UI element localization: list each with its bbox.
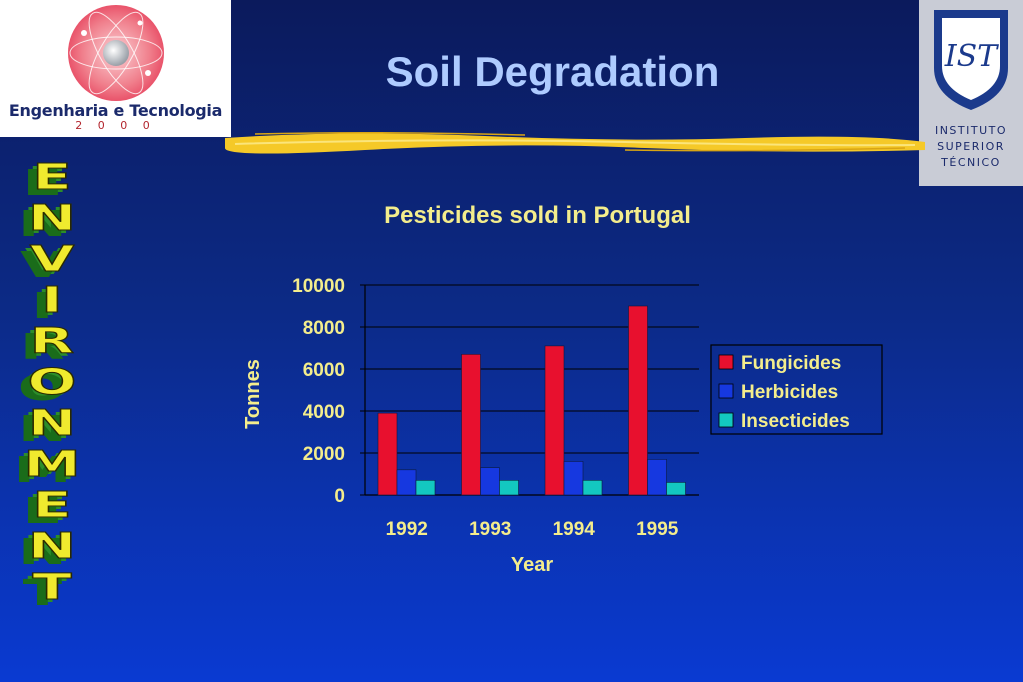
x-tick-label-1993: 1993: [469, 519, 511, 540]
bar-fungicides-1992: [377, 412, 398, 496]
legend-swatch-insecticides: [718, 412, 734, 428]
bar-herbicides-1994: [563, 461, 584, 496]
ist-line-3: TÉCNICO: [941, 156, 1001, 169]
side-letter-0: E: [32, 157, 73, 198]
ist-line-2: SUPERIOR: [937, 140, 1005, 153]
engenharia-tecnologia-logo: Engenharia e Tecnologia 2 0 0 0: [0, 0, 231, 137]
side-letter-10: T: [32, 567, 73, 608]
logo-left-text: Engenharia e Tecnologia: [8, 101, 223, 120]
y-tick-label-0: 0: [334, 486, 345, 507]
side-letter-5: O: [27, 362, 78, 403]
y-axis-label: Tonnes: [242, 359, 264, 429]
ist-shield-icon: IST: [934, 10, 1008, 110]
bar-insecticides-1992: [415, 480, 436, 496]
bar-insecticides-1995: [666, 482, 686, 496]
legend-swatch-fungicides: [718, 354, 734, 370]
side-letter-3: I: [40, 280, 63, 321]
x-tick-label-1994: 1994: [553, 519, 596, 540]
y-tick-label-8000: 8000: [303, 318, 345, 339]
legend-label-herbicides: Herbicides: [741, 382, 838, 403]
ist-logo: IST INSTITUTO SUPERIOR TÉCNICO: [919, 0, 1023, 186]
slide-title: Soil Degradation: [385, 48, 720, 95]
side-letter-2: V: [29, 239, 75, 280]
yellow-brush-divider: [225, 131, 925, 154]
side-letter-4: R: [29, 321, 75, 362]
y-tick-label-6000: 6000: [303, 360, 345, 381]
bar-herbicides-1995: [647, 459, 667, 496]
logo-left-year: 2 0 0 0: [75, 119, 156, 132]
legend-box: [710, 344, 883, 435]
bar-herbicides-1993: [480, 467, 500, 496]
atom-orb-icon: [68, 5, 164, 101]
pesticides-bar-chart: 0 2000 4000 6000 8000 10000 1992 1993 1994 1995 Ye…: [242, 276, 883, 576]
side-letter-9: N: [27, 526, 77, 567]
x-tick-label-1995: 1995: [636, 519, 679, 540]
x-tick-label-1992: 1992: [386, 519, 428, 540]
side-letter-8: E: [32, 485, 73, 526]
bar-insecticides-1993: [499, 480, 519, 496]
ist-line-1: INSTITUTO: [934, 124, 1008, 137]
side-letter-6: N: [27, 403, 77, 444]
ist-mark: IST: [944, 39, 999, 74]
y-tick-label-4000: 4000: [303, 402, 345, 423]
bar-fungicides-1995: [628, 305, 648, 496]
bar-fungicides-1994: [544, 345, 565, 496]
bar-herbicides-1992: [396, 469, 417, 496]
bar-insecticides-1994: [582, 480, 603, 496]
y-tick-label-2000: 2000: [303, 444, 345, 465]
legend-label-insecticides: Insecticides: [741, 411, 850, 432]
legend-swatch-herbicides: [718, 383, 734, 399]
y-tick-label-10000: 10000: [292, 276, 345, 297]
bar-fungicides-1993: [461, 354, 481, 496]
chart-title: Pesticides sold in Portugal: [384, 202, 691, 229]
side-letter-1: N: [27, 198, 77, 239]
legend-label-fungicides: Fungicides: [741, 353, 841, 374]
x-axis-label: Year: [511, 554, 553, 576]
side-letter-7: M: [23, 444, 82, 485]
